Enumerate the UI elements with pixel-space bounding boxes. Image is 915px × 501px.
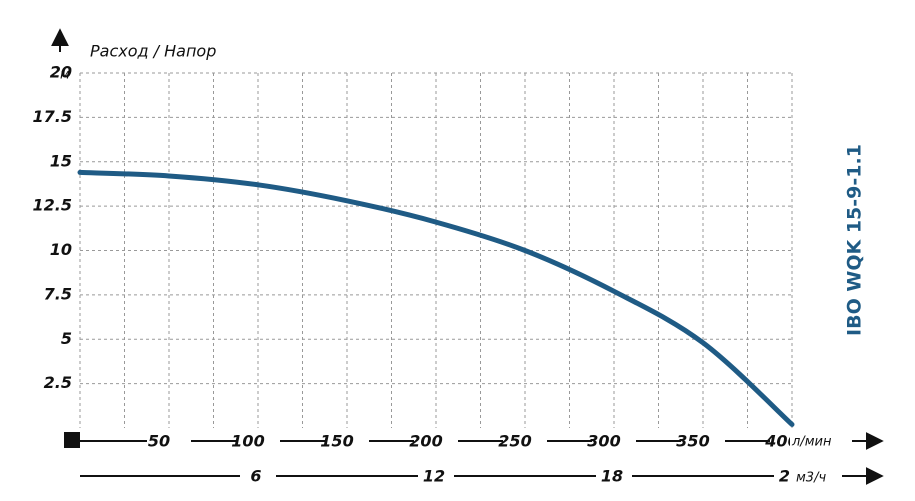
curve <box>77 169 795 427</box>
x-label-bg <box>414 431 458 452</box>
x-tick-label: 350 <box>676 432 709 451</box>
model-label: IBO WQK 15-9-1.1 <box>844 144 866 336</box>
y-tick-label: 12.5 <box>33 196 72 215</box>
y-tick-label: 10 <box>50 240 72 259</box>
x2-unit-bg <box>790 466 842 486</box>
x-unit-bg <box>790 432 852 452</box>
x2-tick-label: 12 <box>423 467 445 486</box>
x-label-bg <box>503 431 547 452</box>
x-tick-label: 150 <box>320 432 353 451</box>
y-tick-label: 2.5 <box>44 373 72 392</box>
x-tick-label: 100 <box>231 432 264 451</box>
x2-tick-label: 18 <box>601 467 623 486</box>
origin-mark <box>64 432 80 448</box>
x-label-bg <box>147 431 191 452</box>
y-tick-label: 7.5 <box>44 284 72 303</box>
x-label-bg <box>236 431 280 452</box>
chart-title: Расход / Напор <box>90 42 216 61</box>
y-tick-label: 20 <box>50 63 72 82</box>
x2-label-bg <box>418 466 454 487</box>
y-tick-label: 17.5 <box>33 107 72 126</box>
y-tick-label: 5 <box>61 329 72 348</box>
y-tick-label: 15 <box>50 151 72 170</box>
x-tick-label: 50 <box>148 432 170 451</box>
x2-unit: м3/ч <box>796 471 826 486</box>
x-unit: л/мин <box>791 435 832 450</box>
x-label-bg <box>325 431 369 452</box>
x2-label-bg <box>596 466 632 487</box>
y-unit: м <box>60 68 70 83</box>
x2-tick-label: 6 <box>250 467 261 486</box>
x-label-bg <box>592 431 636 452</box>
x-tick-label: 200 <box>409 432 442 451</box>
x-tick-label: 300 <box>587 432 620 451</box>
x2-label-bg <box>240 466 276 487</box>
x-tick-label: 250 <box>498 432 531 451</box>
x-label-bg <box>681 431 725 452</box>
